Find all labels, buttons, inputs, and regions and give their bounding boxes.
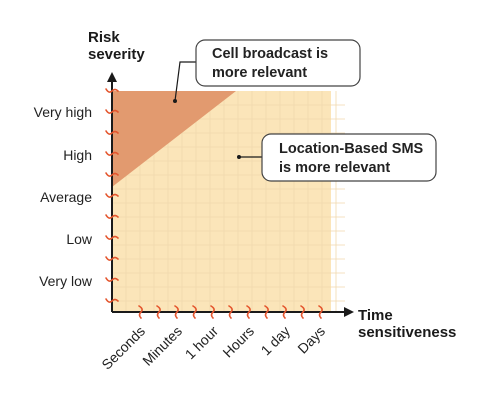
x-tick-mark bbox=[174, 305, 179, 319]
cell-broadcast-callout-line-2: more relevant bbox=[212, 65, 307, 81]
x-tick-mark bbox=[318, 305, 323, 319]
x-level-hours: Hours bbox=[219, 323, 257, 361]
y-level-high: High bbox=[63, 147, 92, 163]
cell-broadcast-callout: Cell broadcast is more relevant bbox=[173, 39, 361, 103]
x-level-days: Days bbox=[294, 323, 328, 357]
y-axis-arrowhead bbox=[107, 72, 117, 82]
x-tick-mark bbox=[210, 305, 215, 319]
cell-broadcast-callout-box bbox=[195, 39, 361, 87]
y-tick-mark bbox=[105, 109, 119, 114]
x-tick-mark bbox=[300, 305, 305, 319]
y-axis-title-line-2: severity bbox=[88, 46, 145, 63]
x-level-minutes: Minutes bbox=[139, 323, 185, 369]
y-tick-mark bbox=[105, 88, 119, 93]
y-tick-mark bbox=[105, 298, 119, 303]
x-tick-mark bbox=[246, 305, 251, 319]
x-level-1-hour: 1 hour bbox=[182, 323, 222, 363]
y-tick-mark bbox=[105, 193, 119, 198]
x-tick-mark bbox=[138, 305, 143, 319]
y-level-average: Average bbox=[40, 189, 92, 205]
location-based-sms-pointer-dot bbox=[237, 155, 241, 159]
y-tick-mark bbox=[105, 277, 119, 282]
y-level-very-low: Very low bbox=[39, 273, 93, 289]
y-level-low: Low bbox=[66, 231, 93, 247]
location-based-sms-callout: Location-Based SMS is more relevant bbox=[237, 133, 437, 182]
y-tick-mark bbox=[105, 235, 119, 240]
location-based-sms-callout-line-1: Location-Based SMS bbox=[279, 141, 424, 157]
cell-broadcast-region bbox=[112, 91, 236, 187]
cell-broadcast-leader-line bbox=[174, 61, 196, 102]
y-level-very-high: Very high bbox=[34, 104, 92, 120]
cell-broadcast-pointer-dot bbox=[173, 99, 177, 103]
x-tick-mark bbox=[282, 305, 287, 319]
x-axis-title-line-2: sensitiveness bbox=[358, 324, 456, 341]
y-tick-mark bbox=[105, 130, 119, 135]
x-axis-arrowhead bbox=[344, 307, 354, 317]
y-axis-ticks bbox=[105, 88, 119, 303]
y-tick-mark bbox=[105, 214, 119, 219]
y-axis-title-line-1: Risk bbox=[88, 29, 120, 46]
y-tick-mark bbox=[105, 151, 119, 156]
x-tick-mark bbox=[156, 305, 161, 319]
cell-broadcast-callout-line-1: Cell broadcast is bbox=[212, 46, 328, 62]
x-level-seconds: Seconds bbox=[98, 323, 148, 373]
y-tick-mark bbox=[105, 256, 119, 261]
x-level-1-day: 1 day bbox=[258, 323, 294, 359]
location-based-sms-callout-line-2: is more relevant bbox=[279, 160, 390, 176]
x-tick-mark bbox=[192, 305, 197, 319]
location-based-sms-callout-box bbox=[261, 133, 437, 182]
x-axis-ticks bbox=[138, 305, 323, 319]
x-tick-mark bbox=[228, 305, 233, 319]
y-tick-mark bbox=[105, 172, 119, 177]
x-tick-mark bbox=[264, 305, 269, 319]
x-axis-title-line-1: Time bbox=[358, 307, 393, 324]
